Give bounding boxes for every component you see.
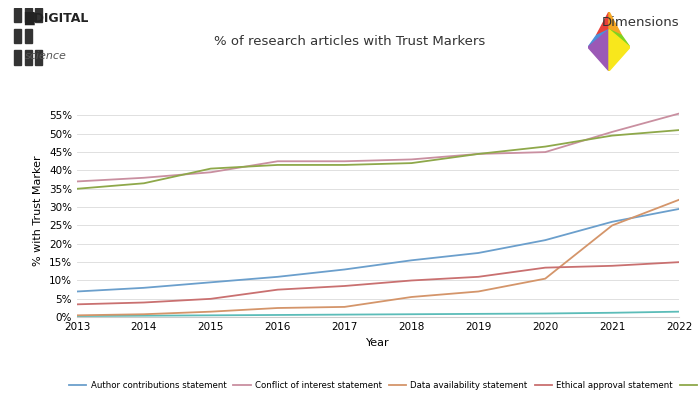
Text: Dimensions: Dimensions xyxy=(601,16,679,29)
Funding statement xyxy=(340,163,349,167)
Ethical approval statement xyxy=(541,265,550,270)
Data availability statement xyxy=(73,313,81,318)
Conflict of interest statement xyxy=(206,170,215,175)
Line: Code availability statement: Code availability statement xyxy=(77,312,679,316)
Polygon shape xyxy=(588,30,609,47)
Funding statement xyxy=(541,144,550,149)
Bar xyxy=(14,29,21,43)
Ethical approval statement xyxy=(340,284,349,288)
Conflict of interest statement xyxy=(675,111,683,116)
Conflict of interest statement xyxy=(73,179,81,184)
Line: Funding statement: Funding statement xyxy=(77,130,679,189)
Data availability statement xyxy=(206,309,215,314)
Bar xyxy=(25,50,32,65)
Conflict of interest statement xyxy=(274,159,282,164)
Polygon shape xyxy=(609,30,630,47)
Data availability statement xyxy=(608,223,616,228)
Conflict of interest statement xyxy=(608,130,616,134)
Data availability statement xyxy=(407,295,416,299)
Code availability statement xyxy=(541,311,550,316)
Text: science: science xyxy=(25,51,66,61)
Author contributions statement xyxy=(608,219,616,224)
Bar xyxy=(25,8,32,22)
Ethical approval statement xyxy=(474,275,482,279)
Bar xyxy=(35,50,42,65)
X-axis label: Year: Year xyxy=(366,338,390,348)
Polygon shape xyxy=(609,12,622,35)
Funding statement xyxy=(140,181,148,186)
Conflict of interest statement xyxy=(140,175,148,180)
Ethical approval statement xyxy=(140,300,148,305)
Author contributions statement xyxy=(474,251,482,255)
Code availability statement xyxy=(474,312,482,316)
Data availability statement xyxy=(140,312,148,317)
Funding statement xyxy=(474,152,482,156)
Conflict of interest statement xyxy=(474,152,482,156)
Data availability statement xyxy=(541,276,550,281)
Data availability statement xyxy=(474,289,482,294)
Code availability statement xyxy=(340,312,349,317)
Ethical approval statement xyxy=(206,296,215,301)
Bar xyxy=(25,29,32,43)
Polygon shape xyxy=(588,30,609,71)
Code availability statement xyxy=(274,312,282,317)
Data availability statement xyxy=(340,305,349,309)
Ethical approval statement xyxy=(608,264,616,268)
Polygon shape xyxy=(596,12,609,35)
Polygon shape xyxy=(609,30,630,71)
Conflict of interest statement xyxy=(340,159,349,164)
Text: █DIGITAL: █DIGITAL xyxy=(25,12,89,25)
Author contributions statement xyxy=(140,286,148,290)
Author contributions statement xyxy=(206,280,215,285)
Bar xyxy=(35,8,42,22)
Ethical approval statement xyxy=(675,260,683,264)
Funding statement xyxy=(407,161,416,165)
Author contributions statement xyxy=(340,267,349,272)
Code availability statement xyxy=(608,310,616,315)
Code availability statement xyxy=(675,309,683,314)
Bar xyxy=(14,50,21,65)
Text: % of research articles with Trust Markers: % of research articles with Trust Marker… xyxy=(214,35,486,48)
Conflict of interest statement xyxy=(541,150,550,154)
Y-axis label: % with Trust Marker: % with Trust Marker xyxy=(34,156,43,266)
Funding statement xyxy=(608,133,616,138)
Line: Conflict of interest statement: Conflict of interest statement xyxy=(77,113,679,182)
Author contributions statement xyxy=(274,275,282,279)
Bar xyxy=(14,8,21,22)
Legend: Author contributions statement, Code availability statement, Conflict of interes: Author contributions statement, Code ava… xyxy=(69,381,700,394)
Author contributions statement xyxy=(541,238,550,242)
Author contributions statement xyxy=(73,289,81,294)
Funding statement xyxy=(274,163,282,167)
Ethical approval statement xyxy=(73,302,81,307)
Ethical approval statement xyxy=(274,287,282,292)
Conflict of interest statement xyxy=(407,157,416,162)
Code availability statement xyxy=(206,313,215,318)
Code availability statement xyxy=(140,313,148,318)
Funding statement xyxy=(675,128,683,132)
Code availability statement xyxy=(73,314,81,318)
Funding statement xyxy=(206,166,215,171)
Line: Author contributions statement: Author contributions statement xyxy=(77,209,679,292)
Line: Data availability statement: Data availability statement xyxy=(77,200,679,315)
Author contributions statement xyxy=(407,258,416,263)
Author contributions statement xyxy=(675,206,683,211)
Data availability statement xyxy=(274,306,282,310)
Ethical approval statement xyxy=(407,278,416,283)
Funding statement xyxy=(73,186,81,191)
Data availability statement xyxy=(675,197,683,202)
Code availability statement xyxy=(407,312,416,317)
Line: Ethical approval statement: Ethical approval statement xyxy=(77,262,679,304)
